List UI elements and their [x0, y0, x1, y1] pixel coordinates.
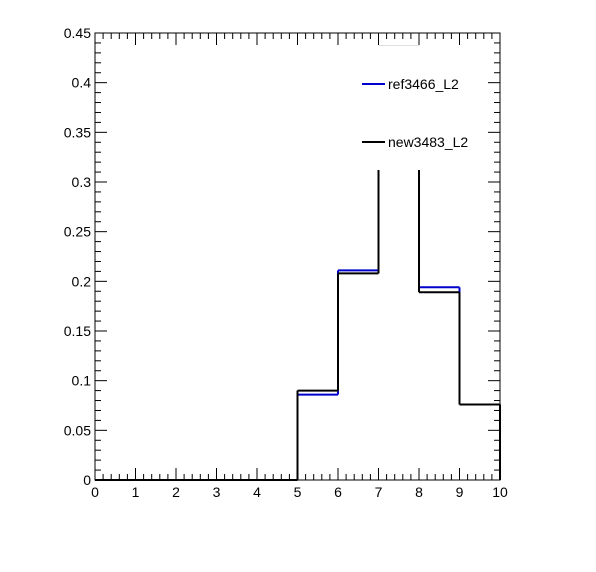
legend-label-ref3466: ref3466_L2: [388, 76, 459, 92]
x-tick-label: 6: [334, 484, 342, 500]
legend: ref3466_L2 new3483_L2: [357, 46, 468, 170]
x-axis: 0 1 2 3 4 5 6 7 8 9 10: [91, 33, 508, 500]
x-tick-label: 7: [375, 484, 383, 500]
y-tick-label: 0.1: [72, 373, 92, 389]
x-tick-label: 2: [172, 484, 180, 500]
y-tick-label: 0: [83, 472, 91, 488]
x-tick-label: 0: [91, 484, 99, 500]
y-tick-label: 0.4: [72, 75, 92, 91]
x-tick-label: 8: [415, 484, 423, 500]
x-tick-label: 1: [132, 484, 140, 500]
x-tick-label: 4: [253, 484, 261, 500]
y-tick-label: 0.25: [64, 224, 91, 240]
x-tick-label: 9: [456, 484, 464, 500]
x-tick-label: 10: [492, 484, 508, 500]
legend-box: [357, 46, 457, 170]
y-tick-label: 0.35: [64, 124, 91, 140]
y-axis: 0 0.05 0.1 0.15 0.2 0.25 0.3 0.35 0.4 0.45: [64, 25, 500, 488]
legend-label-new3483: new3483_L2: [388, 134, 468, 150]
y-tick-label: 0.05: [64, 422, 91, 438]
x-tick-label: 5: [294, 484, 302, 500]
y-tick-label: 0.2: [72, 273, 92, 289]
y-tick-label: 0.3: [72, 174, 92, 190]
y-tick-label: 0.45: [64, 25, 91, 41]
y-tick-label: 0.15: [64, 323, 91, 339]
x-tick-label: 3: [213, 484, 221, 500]
